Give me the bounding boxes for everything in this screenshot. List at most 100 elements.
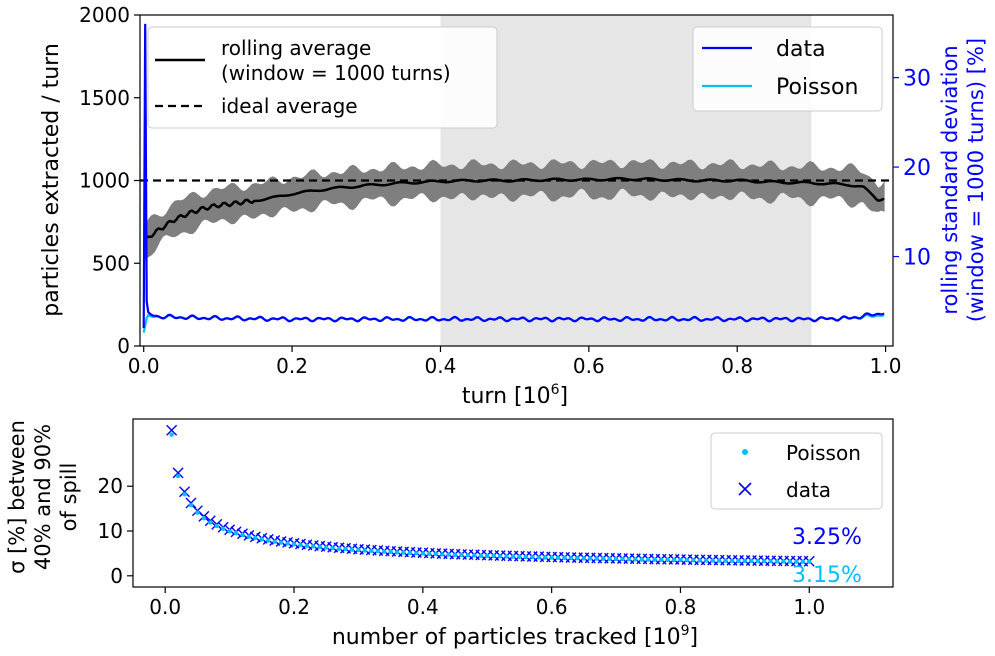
rolling-average-line	[144, 176, 885, 241]
bottom-legend-data-label: data	[786, 478, 831, 502]
top-y-tick-label: 1000	[79, 169, 130, 193]
poisson-point	[291, 542, 297, 547]
top-x-tick-label: 0.4	[425, 354, 457, 378]
poisson-point	[761, 558, 767, 564]
poisson-point	[266, 538, 271, 543]
bottom-y-tick-label: 10	[98, 519, 123, 543]
poisson-point	[259, 537, 265, 542]
poisson-point	[311, 544, 316, 549]
data-point	[185, 497, 197, 509]
bottom-x-axis-label-sup: 9	[681, 623, 690, 639]
bottom-chart: 0.0 0.2 0.4 0.6 0.8 1.0 0 10 20 number of parti…	[5, 418, 894, 650]
poisson-point	[349, 547, 355, 552]
poisson-point	[543, 555, 548, 560]
poisson-point	[336, 546, 342, 551]
top-x-tick-label: 0.6	[573, 354, 605, 378]
bottom-x-tick-label: 0.4	[407, 595, 439, 619]
poisson-point	[175, 473, 181, 479]
poisson-point	[671, 557, 677, 563]
top-raw-noise-band	[144, 159, 885, 261]
poisson-point	[504, 554, 509, 559]
top-right-legend: data Poisson	[692, 26, 883, 112]
poisson-point	[278, 540, 284, 545]
bottom-x-axis-label: number of particles tracked [109]	[332, 623, 698, 650]
poisson-point	[704, 558, 709, 563]
poisson-point	[446, 552, 451, 557]
top-y-tick-label: 500	[92, 251, 130, 275]
top-x-tick-label: 0.8	[721, 354, 753, 378]
poisson-point	[536, 555, 541, 560]
poisson-point	[459, 552, 464, 558]
poisson-point	[723, 558, 728, 563]
annotation-poisson-final: 3.15%	[792, 563, 862, 588]
poisson-point	[375, 549, 380, 554]
top-y2-tick-label: 10	[903, 246, 931, 271]
poisson-point	[755, 558, 760, 564]
poisson-point	[343, 546, 348, 552]
poisson-point	[652, 557, 657, 562]
top-y2-tick-label: 30	[903, 67, 931, 92]
poisson-point	[233, 531, 239, 536]
top-y-tick-label: 2000	[79, 3, 130, 27]
poisson-point	[581, 556, 587, 561]
poisson-point	[491, 553, 496, 559]
top-x-tick-label: 0.0	[128, 354, 160, 378]
poisson-point	[691, 558, 696, 563]
poisson-point	[497, 554, 503, 559]
legend-rolling-average-label-line1: rolling average	[221, 36, 371, 60]
top-y2-axis-label-line1: rolling standard deviation	[938, 45, 962, 314]
bottom-y-axis-label-line2: 40% and 90%	[31, 424, 55, 570]
poisson-point	[510, 554, 516, 559]
poisson-point	[749, 558, 754, 564]
poisson-point	[433, 551, 438, 557]
poisson-point	[665, 557, 670, 563]
poisson-point	[697, 558, 702, 563]
poisson-point	[639, 557, 645, 562]
poisson-point	[523, 554, 529, 560]
poisson-point	[485, 553, 490, 559]
poisson-point	[201, 515, 207, 521]
poisson-point	[195, 510, 200, 515]
bottom-x-tick-label: 0.6	[536, 595, 568, 619]
legend-rolling-average-label-line2: (window = 1000 turns)	[221, 61, 451, 85]
poisson-point	[678, 557, 683, 563]
poisson-point	[188, 503, 194, 508]
poisson-point	[620, 556, 625, 562]
poisson-point	[356, 547, 361, 553]
annotation-data-final: 3.25%	[792, 525, 862, 550]
top-y-axis-label: particles extracted / turn	[39, 43, 64, 317]
bottom-y-axis-label-line1: σ [%] between	[5, 420, 29, 574]
poisson-point	[594, 556, 599, 561]
poisson-point	[787, 559, 793, 564]
poisson-point	[272, 539, 277, 544]
raw-data-band	[144, 159, 885, 261]
poisson-point	[214, 523, 219, 529]
top-chart: 0.0 0.2 0.4 0.6 0.8 1.0 0 500 1000 1500 2000 10 20…	[39, 3, 988, 409]
top-y2-axis-label-line2: (window = 1000 turns) [%]	[964, 38, 988, 322]
top-y-tick-label: 1500	[79, 86, 130, 110]
poisson-point	[742, 558, 748, 564]
poisson-point	[607, 556, 612, 562]
poisson-point	[626, 556, 632, 562]
poisson-point	[246, 534, 252, 539]
poisson-point	[684, 557, 690, 563]
poisson-point	[407, 550, 413, 556]
poisson-point	[710, 558, 715, 563]
poisson-point	[253, 535, 258, 541]
poisson-point	[369, 548, 374, 554]
bottom-y-ticks: 0 10 20	[98, 474, 133, 588]
poisson-point	[575, 555, 580, 561]
bottom-x-tick-label: 0.0	[149, 595, 181, 619]
bottom-plot-frame	[132, 418, 894, 588]
top-y2-ticks: 10 20 30	[893, 67, 931, 271]
poisson-point	[414, 551, 419, 556]
poisson-point	[182, 492, 187, 497]
poisson-point	[420, 551, 426, 556]
poisson-point	[633, 557, 638, 562]
poisson-point	[729, 558, 735, 563]
poisson-point	[208, 520, 213, 525]
top-x-tick-label: 1.0	[870, 354, 902, 378]
poisson-point	[600, 556, 606, 561]
poisson-point	[716, 558, 722, 563]
